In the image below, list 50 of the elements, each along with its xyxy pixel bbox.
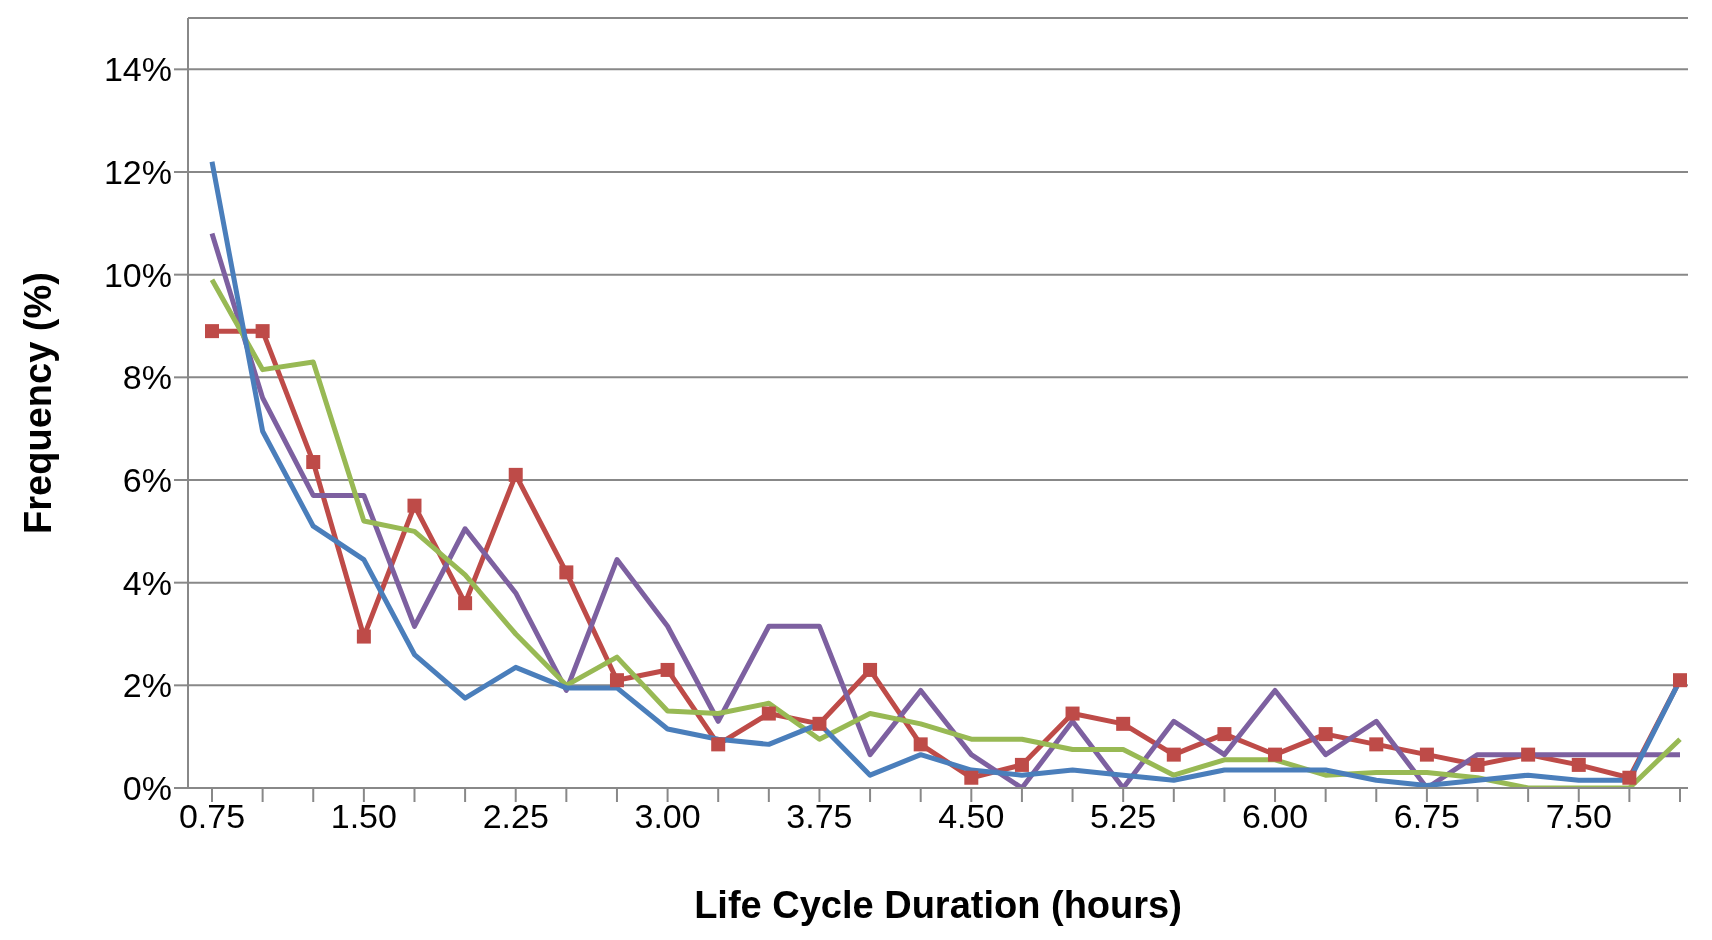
x-tick-label: 6.00	[1241, 797, 1309, 836]
x-tick-label: 2.25	[482, 797, 549, 836]
x-tick-label: 5.25	[1090, 797, 1157, 836]
point	[1470, 757, 1485, 772]
y-tick-label: 14%	[103, 50, 172, 89]
point	[1116, 716, 1131, 731]
point	[407, 498, 422, 513]
point	[1419, 747, 1434, 762]
point	[1217, 727, 1232, 742]
point	[306, 455, 321, 470]
point	[1622, 770, 1637, 785]
point	[812, 716, 827, 731]
point	[255, 324, 270, 339]
point	[1521, 747, 1536, 762]
point	[356, 629, 371, 644]
point	[711, 737, 726, 752]
point	[863, 662, 878, 677]
y-axis-title: Frequency (%)	[17, 272, 60, 534]
y-tick-label: 8%	[122, 358, 172, 397]
x-tick-label: 3.75	[786, 797, 853, 836]
point	[458, 596, 473, 611]
point	[609, 673, 624, 688]
point	[1166, 747, 1181, 762]
x-tick-label: 4.50	[938, 797, 1005, 836]
y-tick-label: 6%	[122, 461, 172, 500]
y-tick-label: 10%	[103, 255, 172, 294]
point	[761, 706, 776, 721]
point	[1014, 757, 1029, 772]
y-tick-label: 12%	[103, 153, 172, 192]
x-tick-label: 1.50	[330, 797, 397, 836]
point	[1268, 747, 1283, 762]
point	[1369, 737, 1384, 752]
point	[559, 565, 574, 580]
y-tick-label: 4%	[122, 563, 172, 602]
point	[1065, 706, 1080, 721]
x-tick-label: 0.75	[178, 797, 246, 836]
x-axis-title: Life Cycle Duration (hours)	[694, 884, 1182, 926]
y-tick-label: 2%	[122, 666, 172, 705]
point	[508, 467, 523, 482]
point	[660, 662, 675, 677]
x-tick-label: 6.75	[1393, 797, 1460, 836]
point	[1318, 727, 1333, 742]
x-tick-label: 3.00	[634, 797, 701, 836]
y-tick-label: 0%	[122, 769, 172, 808]
x-tick-label: 7.50	[1545, 797, 1612, 836]
point	[1673, 673, 1687, 688]
point	[1571, 757, 1586, 772]
point	[205, 324, 219, 339]
point	[964, 770, 979, 785]
point	[913, 737, 928, 752]
